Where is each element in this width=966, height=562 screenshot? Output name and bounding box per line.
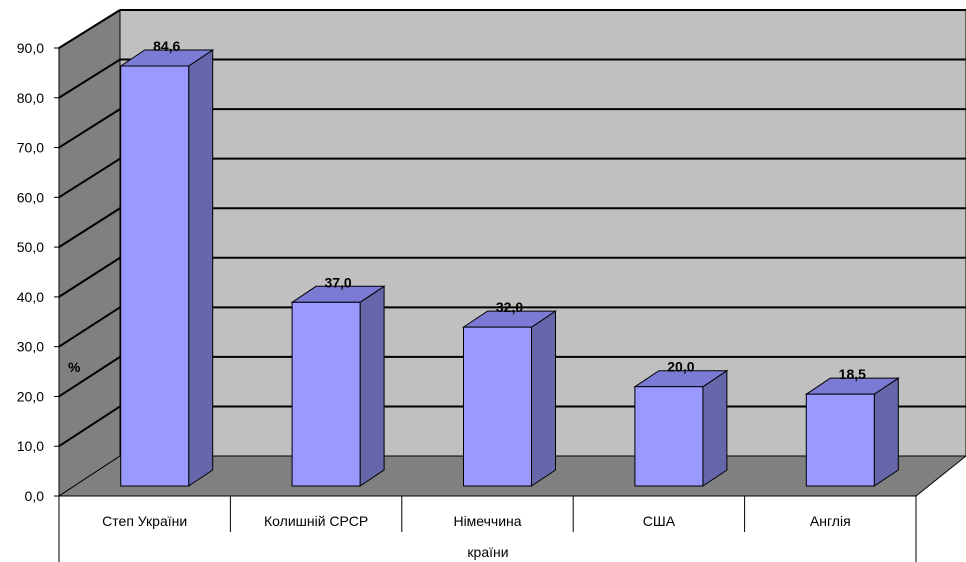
bar-side bbox=[702, 369, 728, 487]
y-tick-label: 90,0 bbox=[17, 40, 44, 56]
gridline-side bbox=[58, 405, 121, 448]
gridline-side bbox=[58, 9, 121, 49]
y-tick-label: 20,0 bbox=[17, 388, 44, 404]
x-axis-title: країни bbox=[467, 544, 508, 560]
bar-front bbox=[291, 301, 361, 487]
bars bbox=[119, 49, 900, 487]
chart-side-wall bbox=[58, 9, 121, 497]
y-tick-label: 30,0 bbox=[17, 339, 44, 355]
data-label: 37,0 bbox=[324, 274, 351, 290]
gridline-side bbox=[58, 108, 121, 149]
bar-side bbox=[359, 285, 385, 487]
y-tick-label: 10,0 bbox=[17, 438, 44, 454]
data-label: 84,6 bbox=[153, 38, 180, 54]
bar-front bbox=[120, 65, 190, 487]
y-tick-label: 50,0 bbox=[17, 239, 44, 255]
x-category-label: Німеччина bbox=[453, 513, 521, 529]
bar-side bbox=[873, 377, 899, 487]
bar bbox=[633, 369, 729, 487]
data-label: 18,5 bbox=[839, 366, 866, 382]
bar-front bbox=[634, 386, 704, 487]
y-axis-ticks: 0,0 10,0 20,0 30,0 40,0 50,0 60,0 70,0 80,0 90,0 bbox=[17, 40, 60, 504]
bar bbox=[119, 49, 215, 487]
y-tick-label: 70,0 bbox=[17, 140, 44, 156]
bar bbox=[461, 310, 558, 487]
bar-side bbox=[188, 49, 214, 487]
gridlines bbox=[58, 9, 966, 448]
x-category-label: Англія bbox=[810, 513, 851, 529]
gridline-side bbox=[58, 356, 121, 398]
data-label: 32,0 bbox=[496, 299, 523, 315]
data-labels: 84,6 37,0 32,0 20,0 18,5 bbox=[153, 38, 866, 382]
gridline-side bbox=[58, 256, 121, 298]
x-category-label: Степ України bbox=[102, 513, 187, 529]
gridline-side bbox=[58, 306, 121, 348]
gridline-side bbox=[58, 157, 121, 199]
bar-front bbox=[805, 393, 875, 487]
x-category-label: США bbox=[643, 513, 676, 529]
bar bbox=[290, 285, 386, 487]
y-tick-label: 80,0 bbox=[17, 90, 44, 106]
x-category-label: Колишній СРСР bbox=[264, 513, 368, 529]
bar-side bbox=[531, 310, 556, 487]
y-axis-title: % bbox=[68, 359, 81, 375]
data-label: 20,0 bbox=[667, 359, 694, 375]
y-tick-label: 40,0 bbox=[17, 289, 44, 305]
bar bbox=[804, 377, 900, 487]
gridline-side bbox=[58, 207, 121, 248]
gridline-side bbox=[58, 58, 121, 99]
y-tick-label: 60,0 bbox=[17, 189, 44, 205]
x-axis: Степ України Колишній СРСР Німеччина США Анг… bbox=[58, 495, 917, 562]
bar-front bbox=[463, 326, 532, 487]
y-tick-label: 0,0 bbox=[25, 488, 45, 504]
